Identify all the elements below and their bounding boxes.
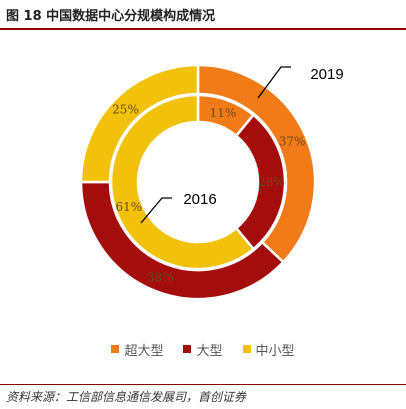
data-label-2019-1: 38% [147,270,174,284]
series-callout-line-outer [257,66,291,99]
legend-item-2: 中小型 [242,340,295,359]
legend-item-0: 超大型 [111,340,163,359]
source-divider [0,384,406,385]
legend-swatch-2 [242,345,251,353]
legend-item-1: 大型 [183,340,223,359]
data-label-2019-0: 37% [279,134,306,148]
data-label-2016-1: 28% [258,175,285,189]
data-label-2019-2: 25% [112,103,139,117]
legend-label-1: 大型 [196,343,223,359]
series-callout-line-inner [140,197,172,224]
title-divider [0,28,406,30]
title-bar: 图 18 中国数据中心分规模构成情况 [0,0,406,28]
series-label-inner: 2016 [183,191,216,208]
legend-label-2: 中小型 [255,343,295,359]
legend-swatch-0 [111,345,120,353]
page-title: 图 18 中国数据中心分规模构成情况 [6,9,216,24]
series-label-outer: 2019 [310,66,343,83]
source-note: 资料来源：工信部信息通信发展司，首创证券 [6,390,247,404]
nested-donut-chart: 37% 38% 25% 11% 28% 61% 2019 2016 [79,63,344,301]
data-label-2016-0: 11% [210,106,237,120]
legend-label-0: 超大型 [124,343,164,359]
data-label-2016-2: 61% [116,200,143,214]
chart-legend: 超大型 大型 中小型 [0,338,406,360]
legend-swatch-1 [183,345,192,353]
slice-2016-2 [109,93,256,271]
